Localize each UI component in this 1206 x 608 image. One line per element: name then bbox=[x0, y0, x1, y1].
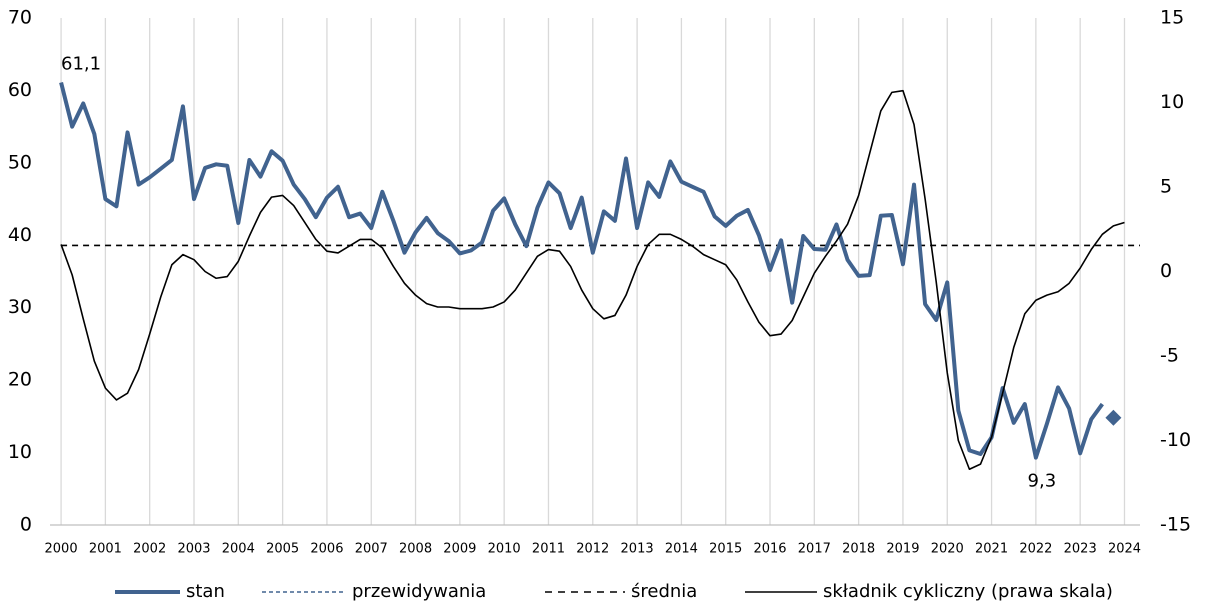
y-tick-label: 20 bbox=[8, 369, 32, 391]
x-tick-label: 2020 bbox=[931, 542, 964, 557]
y-tick-label: 60 bbox=[8, 79, 32, 101]
x-tick-label: 2004 bbox=[222, 542, 255, 557]
y2-tick-label: 15 bbox=[1160, 7, 1184, 29]
legend-label: przewidywania bbox=[352, 581, 486, 602]
y-tick-label: 0 bbox=[20, 514, 32, 536]
x-tick-label: 2008 bbox=[399, 542, 432, 557]
x-tick-label: 2013 bbox=[621, 542, 654, 557]
x-tick-label: 2002 bbox=[133, 542, 166, 557]
x-tick-label: 2018 bbox=[842, 542, 875, 557]
y-tick-label: 10 bbox=[8, 441, 32, 463]
x-tick-label: 2015 bbox=[709, 542, 742, 557]
x-tick-label: 2022 bbox=[1019, 542, 1052, 557]
y2-tick-label: 0 bbox=[1160, 260, 1172, 282]
y-tick-label: 30 bbox=[8, 296, 32, 318]
x-tick-label: 2000 bbox=[45, 542, 78, 557]
x-tick-label: 2006 bbox=[310, 542, 343, 557]
x-tick-label: 2021 bbox=[975, 542, 1008, 557]
x-tick-label: 2003 bbox=[177, 542, 210, 557]
x-tick-label: 2010 bbox=[488, 542, 521, 557]
x-tick-label: 2016 bbox=[753, 542, 786, 557]
y2-tick-label: -5 bbox=[1160, 345, 1179, 367]
x-tick-label: 2019 bbox=[886, 542, 919, 557]
y2-tick-label: -15 bbox=[1160, 514, 1191, 536]
x-tick-label: 2014 bbox=[665, 542, 698, 557]
y-tick-label: 50 bbox=[8, 151, 32, 173]
legend-label: stan bbox=[186, 581, 225, 602]
x-tick-label: 2005 bbox=[266, 542, 299, 557]
y-tick-label: 70 bbox=[8, 7, 32, 29]
y2-tick-label: 10 bbox=[1160, 91, 1184, 113]
forecast-marker bbox=[1105, 409, 1122, 426]
y2-tick-label: 5 bbox=[1160, 176, 1172, 198]
series-line bbox=[59, 81, 1104, 460]
legend-label: średnia bbox=[631, 581, 697, 602]
x-tick-label: 2011 bbox=[532, 542, 565, 557]
series-line bbox=[60, 89, 1125, 471]
x-tick-label: 2007 bbox=[355, 542, 388, 557]
x-tick-label: 2024 bbox=[1108, 542, 1141, 557]
y2-tick-label: -10 bbox=[1160, 429, 1191, 451]
value-label: 9,3 bbox=[1028, 471, 1057, 492]
x-tick-label: 2012 bbox=[576, 542, 609, 557]
y-tick-label: 40 bbox=[8, 224, 32, 246]
value-label: 61,1 bbox=[61, 53, 101, 74]
x-tick-label: 2023 bbox=[1064, 542, 1097, 557]
x-tick-label: 2001 bbox=[89, 542, 122, 557]
x-tick-label: 2017 bbox=[798, 542, 831, 557]
x-tick-label: 2009 bbox=[443, 542, 476, 557]
legend-label: składnik cykliczny (prawa skala) bbox=[823, 581, 1113, 602]
